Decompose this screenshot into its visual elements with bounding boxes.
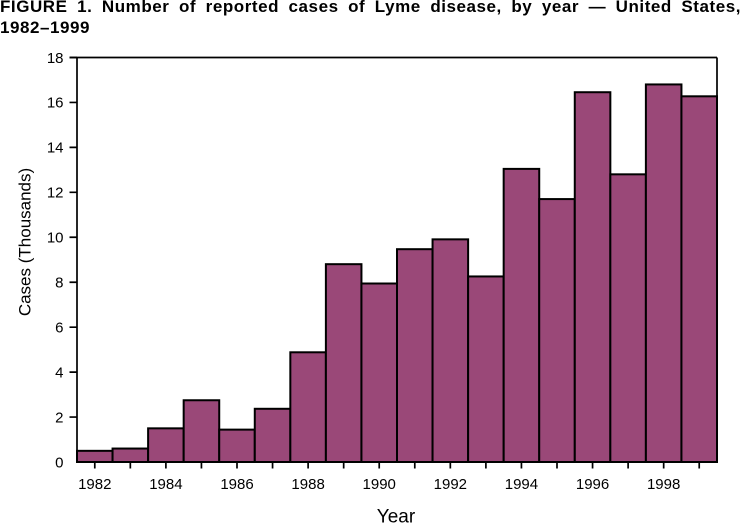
svg-text:16: 16 xyxy=(47,95,64,112)
svg-text:1990: 1990 xyxy=(363,476,396,493)
svg-text:1984: 1984 xyxy=(149,476,182,493)
svg-text:18: 18 xyxy=(47,50,64,67)
svg-text:1982: 1982 xyxy=(78,476,111,493)
svg-text:1988: 1988 xyxy=(291,476,324,493)
svg-text:8: 8 xyxy=(55,275,63,292)
svg-text:4: 4 xyxy=(55,364,63,381)
svg-text:Cases (Thousands): Cases (Thousands) xyxy=(16,168,35,316)
svg-text:14: 14 xyxy=(47,140,64,157)
svg-text:Year: Year xyxy=(377,507,416,524)
svg-text:1994: 1994 xyxy=(505,476,538,493)
svg-text:1998: 1998 xyxy=(647,476,680,493)
svg-text:0: 0 xyxy=(55,454,63,471)
svg-text:1996: 1996 xyxy=(576,476,609,493)
svg-text:12: 12 xyxy=(47,185,64,202)
svg-text:1992: 1992 xyxy=(434,476,467,493)
svg-text:6: 6 xyxy=(55,319,63,336)
svg-text:1986: 1986 xyxy=(220,476,253,493)
svg-text:2: 2 xyxy=(55,409,63,426)
svg-text:10: 10 xyxy=(47,230,64,247)
